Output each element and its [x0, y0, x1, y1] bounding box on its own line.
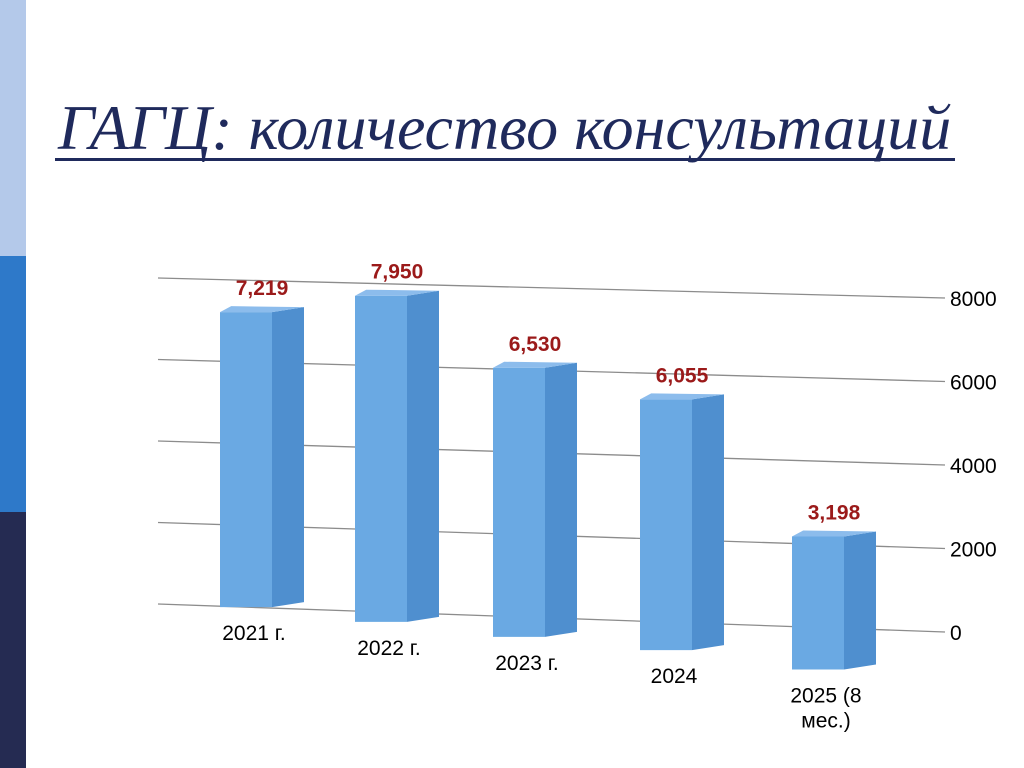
x-category-label-line: 2022 г. — [357, 637, 420, 660]
bar-top-face — [355, 289, 439, 296]
x-category-label-line: 2025 (8 — [790, 684, 861, 707]
side-bar-bottom-segment — [0, 512, 26, 768]
bar-top-face — [640, 393, 724, 400]
bar-top-face — [792, 530, 876, 537]
bar-0 — [220, 306, 304, 608]
y-tick-label: 8000 — [950, 288, 997, 311]
bar-3 — [640, 393, 724, 651]
x-category-label: 2022 г. — [357, 637, 420, 660]
bar-1 — [355, 289, 439, 622]
x-category-label: 2024 — [651, 665, 698, 688]
data-label: 7,950 — [371, 261, 424, 284]
side-bar-top-segment — [0, 0, 26, 256]
data-label: 7,219 — [236, 277, 289, 300]
y-tick-label: 2000 — [950, 539, 997, 562]
data-label: 3,198 — [808, 501, 861, 524]
bars — [220, 289, 876, 670]
bar-side-face — [692, 394, 724, 651]
bar-top-face — [220, 306, 304, 313]
x-axis: 2021 г. 2022 г. 2023 г. 2024 2025 (8 мес.) — [222, 622, 861, 732]
x-category-label: 2021 г. — [222, 622, 285, 645]
x-category-label-line: 2024 — [651, 665, 698, 688]
data-labels: 7,219 7,950 6,530 6,055 3,198 — [236, 261, 861, 525]
title-underline — [55, 158, 955, 161]
bar-front-face — [220, 312, 272, 608]
x-category-label: 2023 г. — [495, 652, 558, 675]
bar-front-face — [792, 536, 844, 670]
bar-front-face — [493, 367, 545, 637]
bar-side-face — [407, 290, 439, 622]
data-label: 6,530 — [509, 333, 562, 356]
y-axis: 0 2000 4000 6000 8000 — [950, 288, 997, 645]
x-category-label-line: мес.) — [801, 709, 850, 732]
slide-side-bar — [0, 0, 26, 768]
bar-front-face — [355, 295, 407, 622]
side-bar-middle-segment — [0, 256, 26, 512]
gridline-8000 — [157, 277, 946, 299]
x-category-label: 2025 (8 мес.) — [790, 684, 861, 732]
bar-side-face — [844, 531, 876, 670]
y-tick-label: 0 — [950, 622, 962, 645]
y-tick-label: 6000 — [950, 372, 997, 395]
y-tick-label: 4000 — [950, 455, 997, 478]
slide-title: ГАГЦ: количество консультаций — [58, 92, 952, 163]
bar-side-face — [545, 362, 577, 637]
bar-top-face — [493, 361, 577, 368]
bar-front-face — [640, 399, 692, 651]
data-label: 6,055 — [656, 364, 709, 387]
x-category-label-line: 2021 г. — [222, 622, 285, 645]
bar-2 — [493, 361, 577, 637]
bar-side-face — [272, 307, 304, 608]
bar-4 — [792, 530, 876, 670]
x-category-label-line: 2023 г. — [495, 652, 558, 675]
